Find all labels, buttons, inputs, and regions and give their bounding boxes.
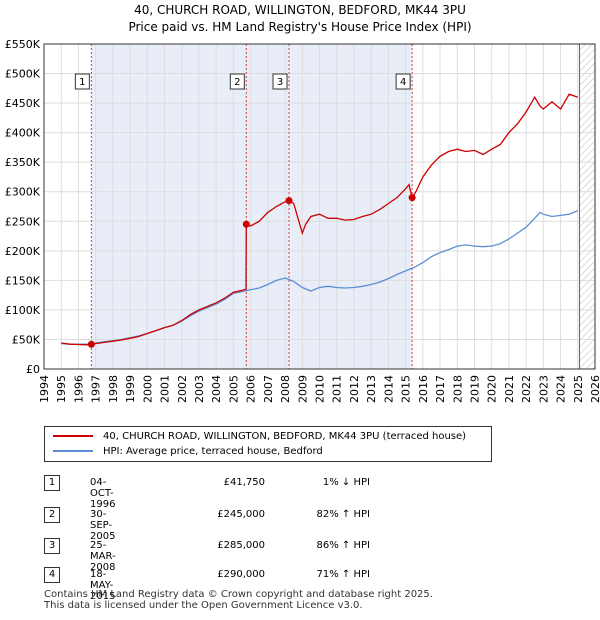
chart-title-address: 40, CHURCH ROAD, WILLINGTON, BEDFORD, MK… [134, 3, 466, 17]
transaction-label: 1 [79, 77, 85, 88]
transaction-number: 1 [44, 475, 60, 491]
x-tick-label: 2009 [296, 375, 309, 403]
transaction-hpi-diff: 1% ↓ HPI [322, 477, 370, 488]
x-tick-label: 2003 [193, 375, 206, 403]
x-tick-label: 2017 [434, 375, 447, 403]
legend-swatch-price [53, 435, 93, 437]
x-tick-label: 2006 [245, 375, 258, 403]
legend: 40, CHURCH ROAD, WILLINGTON, BEDFORD, MK… [44, 426, 492, 462]
transaction-label: 4 [400, 77, 406, 88]
x-tick-label: 1994 [38, 375, 51, 403]
footer-copyright: Contains HM Land Registry data © Crown c… [44, 589, 433, 600]
y-tick-label: £300K [5, 186, 41, 199]
x-tick-label: 2025 [572, 375, 585, 403]
y-tick-label: £100K [5, 304, 41, 317]
x-tick-label: 2019 [468, 375, 481, 403]
legend-label-hpi: HPI: Average price, terraced house, Bedf… [103, 446, 323, 457]
y-tick-label: £0 [26, 363, 40, 376]
x-tick-label: 2011 [331, 375, 344, 403]
y-tick-label: £50K [12, 333, 41, 346]
y-tick-label: £350K [5, 156, 41, 169]
x-tick-label: 1995 [55, 375, 68, 403]
transaction-label-box [395, 73, 411, 90]
transaction-number: 2 [44, 507, 60, 523]
x-tick-label: 2000 [141, 375, 154, 403]
x-tick-label: 2022 [520, 375, 533, 403]
y-tick-label: £250K [5, 215, 41, 228]
y-tick-label: £200K [5, 245, 41, 258]
x-tick-label: 2015 [400, 375, 413, 403]
y-tick-label: £150K [5, 274, 41, 287]
x-tick-label: 2008 [279, 375, 292, 403]
transaction-date: 25-MAR-2008 [90, 540, 116, 573]
future-hatch [579, 44, 595, 369]
x-tick-label: 2001 [159, 375, 172, 403]
transaction-label-box [74, 73, 90, 90]
footer-attribution: Contains HM Land Registry data © Crown c… [44, 589, 433, 611]
x-tick-label: 1997 [90, 375, 103, 403]
transaction-hpi-diff: 86% ↑ HPI [316, 540, 370, 551]
transaction-price: £245,000 [217, 509, 265, 520]
ownership-shade [91, 44, 413, 369]
footer-licence: This data is licensed under the Open Gov… [44, 600, 363, 611]
transaction-hpi-diff: 82% ↑ HPI [316, 509, 370, 520]
x-tick-label: 2012 [348, 375, 361, 403]
y-tick-label: £550K [5, 38, 41, 51]
transaction-number: 4 [44, 567, 60, 583]
transaction-price: £41,750 [223, 477, 265, 488]
transaction-label: 3 [277, 77, 283, 88]
x-tick-label: 2020 [486, 375, 499, 403]
transaction-date: 18-MAY-2015 [90, 569, 116, 602]
transaction-price: £285,000 [217, 540, 265, 551]
x-tick-label: 2005 [227, 375, 240, 403]
x-tick-label: 2013 [365, 375, 378, 403]
x-tick-label: 2010 [314, 375, 327, 403]
legend-item-price: 40, CHURCH ROAD, WILLINGTON, BEDFORD, MK… [53, 430, 466, 444]
y-tick-label: £400K [5, 127, 41, 140]
transaction-point [285, 197, 293, 205]
x-tick-label: 2014 [382, 375, 395, 403]
x-tick-label: 2026 [589, 375, 600, 403]
price-chart: 1 2 3 4 £0 £50K £100K £150K £200K £250K £300K £350K… [5, 38, 600, 403]
x-tick-label: 2004 [210, 375, 223, 403]
legend-item-hpi: HPI: Average price, terraced house, Bedf… [53, 445, 323, 459]
transaction-hpi-diff: 71% ↑ HPI [316, 569, 370, 580]
y-tick-label: £450K [5, 97, 41, 110]
x-tick-label: 1999 [124, 375, 137, 403]
transaction-date: 04-OCT-1996 [90, 477, 116, 510]
chart-subtitle: Price paid vs. HM Land Registry's House … [128, 20, 472, 34]
x-tick-label: 1996 [72, 375, 85, 403]
x-tick-label: 2021 [503, 375, 516, 403]
legend-label-price: 40, CHURCH ROAD, WILLINGTON, BEDFORD, MK… [103, 431, 467, 442]
y-tick-label: £500K [5, 68, 41, 81]
transaction-price: £290,000 [217, 569, 265, 580]
x-tick-label: 2024 [555, 375, 568, 403]
legend-swatch-hpi [53, 450, 93, 452]
x-tick-label: 2007 [262, 375, 275, 403]
transaction-point [242, 220, 250, 228]
transaction-label-box [272, 73, 288, 90]
transaction-point [408, 194, 416, 202]
transaction-label-box [229, 73, 245, 90]
x-tick-label: 2018 [451, 375, 464, 403]
x-tick-label: 2016 [417, 375, 430, 403]
x-tick-label: 2023 [537, 375, 550, 403]
x-tick-label: 1998 [107, 375, 120, 403]
transaction-point [87, 340, 95, 348]
plot-frame [43, 43, 596, 370]
transaction-date: 30-SEP-2005 [90, 509, 116, 542]
x-tick-label: 2002 [176, 375, 189, 403]
transaction-label: 2 [234, 77, 240, 88]
price-series-line [61, 93, 579, 346]
transaction-number: 3 [44, 538, 60, 554]
